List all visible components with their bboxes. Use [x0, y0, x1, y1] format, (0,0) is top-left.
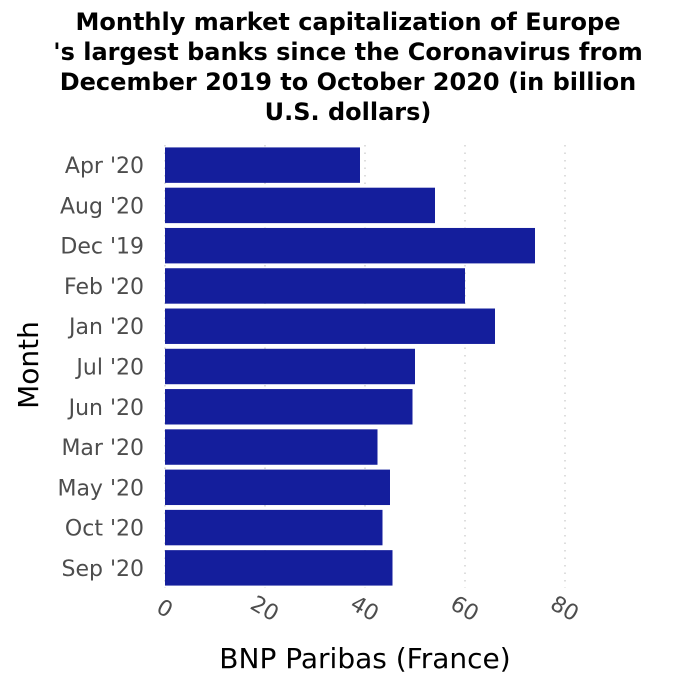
y-tick-label: Jun '20	[67, 396, 144, 421]
y-tick-label: Sep '20	[62, 557, 145, 582]
bar	[165, 509, 383, 546]
x-tick-label: 80	[546, 591, 583, 627]
y-tick-label: Feb '20	[64, 275, 144, 300]
x-tick-label: 40	[346, 591, 383, 627]
y-tick-labels: Apr '20 Aug '20 Dec '19 Feb '20 Jan '20 Jul '…	[57, 154, 144, 582]
x-tick-labels: 0 20 40 60 80	[152, 591, 583, 627]
y-tick-label: Dec '19	[60, 235, 144, 260]
title-line: 's largest banks since the Coronavirus f…	[53, 38, 642, 66]
y-tick-label: Aug '20	[60, 194, 144, 219]
chart-title: Monthly market capitalization of Europe'…	[53, 8, 642, 126]
bars-group	[165, 147, 535, 586]
y-tick-label: Oct '20	[65, 517, 144, 542]
title-line: December 2019 to October 2020 (in billio…	[60, 68, 637, 96]
bar	[165, 469, 390, 506]
bar	[165, 147, 360, 183]
bar	[165, 268, 465, 304]
x-axis-title: BNP Paribas (France)	[219, 642, 510, 675]
y-tick-label: Jul '20	[74, 356, 144, 381]
bar	[165, 429, 378, 465]
x-tick-label: 60	[446, 591, 483, 627]
bar	[165, 348, 415, 385]
y-tick-label: Jan '20	[67, 315, 144, 340]
bar	[165, 308, 495, 344]
title-line: U.S. dollars)	[265, 98, 432, 126]
x-tick-label: 0	[152, 595, 177, 624]
y-axis-title: Month	[12, 321, 45, 409]
bar	[165, 550, 393, 586]
y-tick-label: May '20	[57, 476, 144, 501]
y-tick-label: Mar '20	[61, 436, 144, 461]
bar	[165, 187, 435, 224]
y-tick-label: Apr '20	[65, 154, 144, 179]
title-line: Monthly market capitalization of Europe	[76, 8, 621, 36]
bar	[165, 389, 413, 425]
x-tick-label: 20	[246, 591, 283, 627]
bar	[165, 227, 535, 264]
